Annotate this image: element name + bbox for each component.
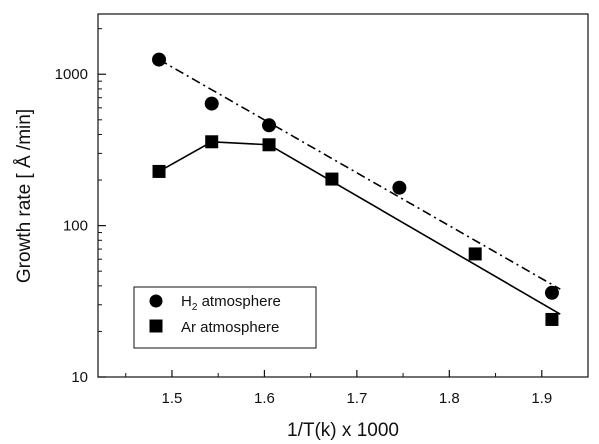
ar-data-point (152, 164, 166, 178)
ar-data-point (468, 247, 482, 261)
y-tick-label: 1000 (55, 66, 88, 83)
fit-lines (158, 58, 561, 315)
plot-frame (97, 13, 589, 378)
x-tick-label: 1.6 (254, 390, 275, 407)
h2-fit-line (158, 58, 561, 290)
h2-data-point (152, 52, 167, 67)
ar-data-point (545, 312, 559, 326)
legend-box (133, 286, 317, 349)
h2-data-point (204, 96, 219, 111)
x-axis-title: 1/T(k) x 1000 (287, 420, 399, 441)
legend-label-ar: Ar atmosphere (181, 319, 279, 336)
ar-fit-line (268, 144, 561, 315)
legend-marker-ar (149, 319, 163, 333)
legend-marker-h2 (149, 294, 163, 308)
legend-label-h2-rest: atmosphere (197, 293, 280, 310)
h2-data-point (544, 285, 559, 300)
y-tick-label: 10 (71, 369, 88, 386)
ar-data-point (325, 172, 339, 186)
legend-label-h2-main: H (181, 293, 192, 310)
ar-data-point (205, 135, 219, 149)
legend: H2 atmosphere Ar atmosphere (133, 286, 317, 349)
x-tick-label: 1.7 (346, 390, 367, 407)
y-axis-ticks: 10 100 1000 (55, 28, 106, 386)
y-tick-label: 100 (63, 218, 88, 235)
data-markers (152, 52, 559, 326)
h2-data-point (392, 180, 407, 195)
x-tick-label: 1.9 (531, 390, 552, 407)
legend-label-h2: H2 atmosphere (181, 293, 281, 313)
legend-label-h2-sub: 2 (192, 302, 198, 313)
h2-data-point (262, 118, 277, 133)
x-tick-label: 1.5 (162, 390, 183, 407)
y-axis-title: Growth rate [ Å /min] (14, 109, 35, 283)
x-axis-ticks: 1.5 1.6 1.7 1.8 1.9 (125, 370, 552, 407)
ar-data-point (262, 138, 276, 152)
legend-label-ar-main: Ar atmosphere (181, 319, 279, 336)
x-tick-label: 1.8 (439, 390, 460, 407)
